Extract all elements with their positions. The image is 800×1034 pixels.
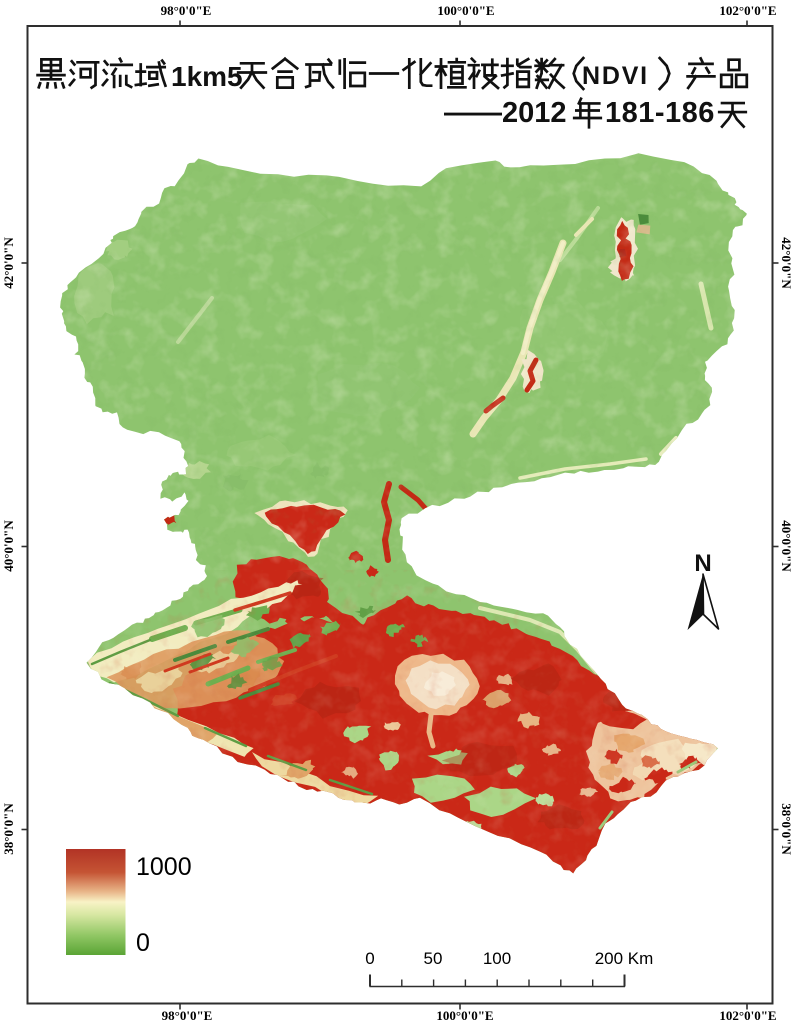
svg-text:NDVI: NDVI: [582, 62, 649, 90]
svg-text:181-186: 181-186: [605, 97, 715, 129]
svg-text:——2012: ——2012: [444, 97, 567, 129]
svg-text:1km5: 1km5: [171, 61, 243, 92]
